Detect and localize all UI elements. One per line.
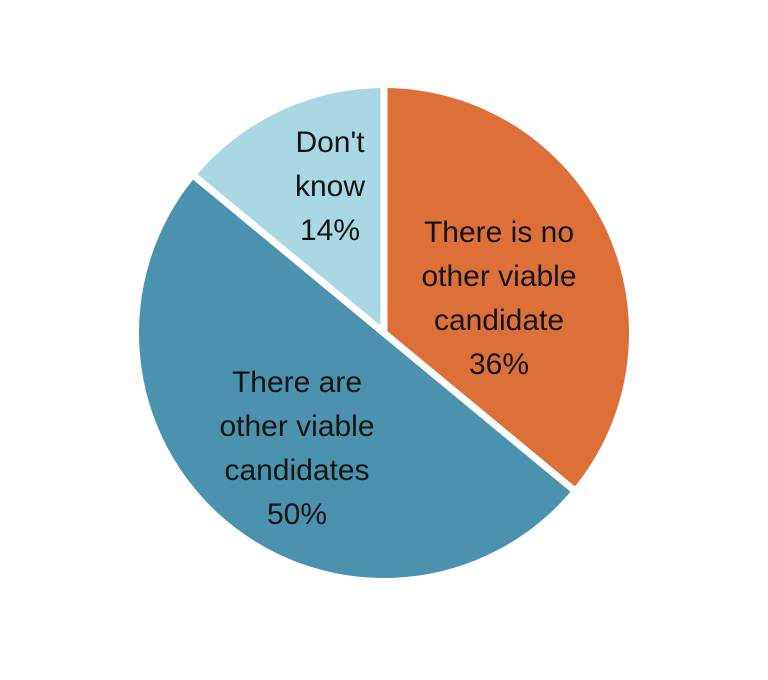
- slice-separator: [189, 171, 387, 336]
- pie-slice-there-is-no-other-viable-candidate: [384, 88, 630, 490]
- slice-separator: [381, 330, 579, 495]
- pie-slice-don-t-know: [195, 88, 384, 333]
- pie-slice-there-are-other-viable-candidates: [138, 176, 573, 579]
